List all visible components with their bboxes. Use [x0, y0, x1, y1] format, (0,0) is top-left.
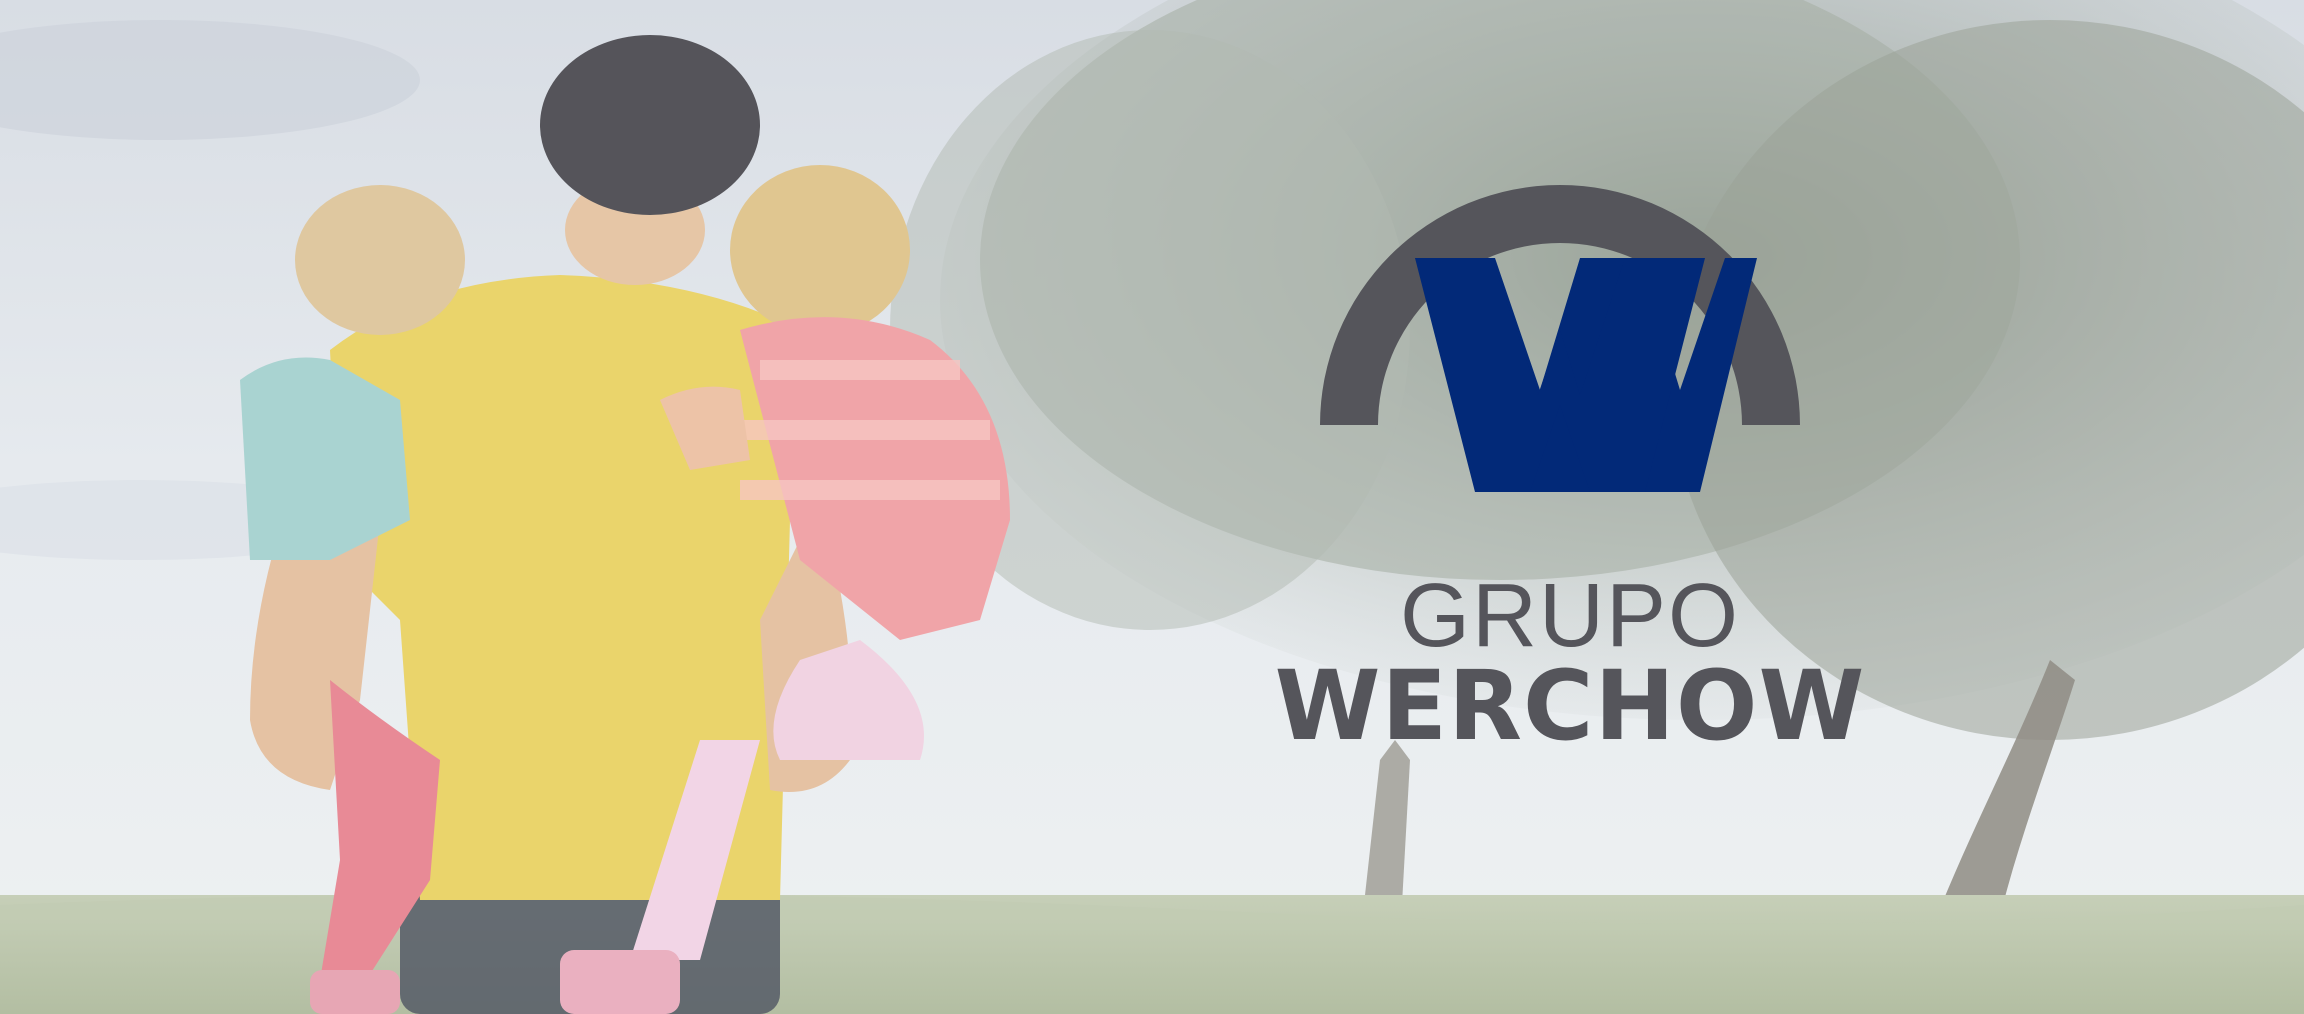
brand-line-werchow: WERCHOW: [1274, 650, 1866, 762]
brand-line-grupo: GRUPO: [1399, 566, 1741, 666]
werchow-w-logo-icon: [1320, 185, 1800, 492]
grupo-werchow-logo: GRUPO WERCHOW: [1275, 180, 1864, 762]
